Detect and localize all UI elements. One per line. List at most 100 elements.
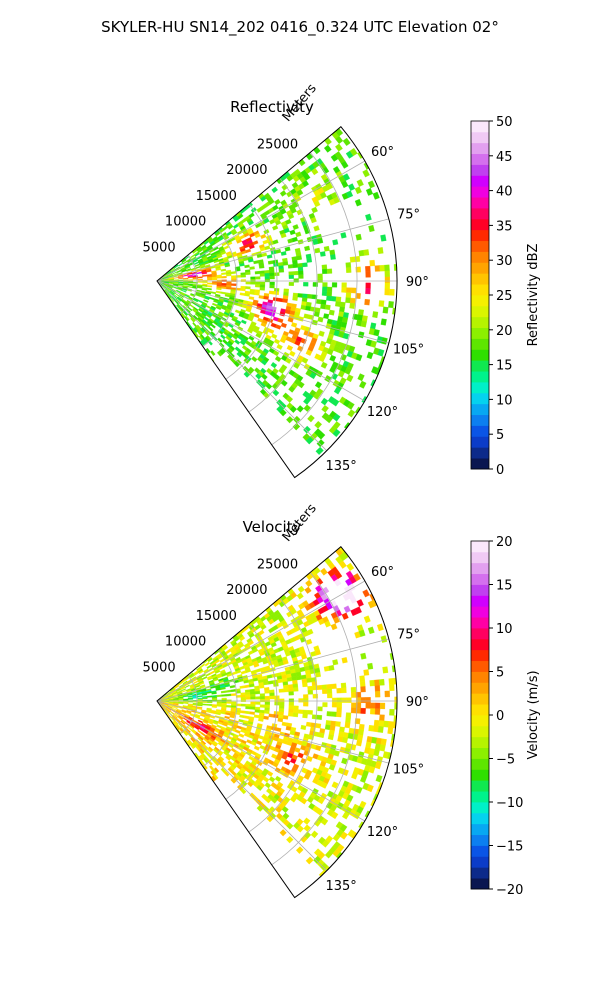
echo-cell: [369, 259, 376, 267]
echo-cell: [277, 678, 283, 684]
echo-cell: [323, 245, 330, 252]
echo-cell: [379, 714, 385, 722]
echo-cell: [351, 692, 357, 698]
echo-cell: [318, 330, 325, 337]
echo-cell: [259, 273, 266, 277]
colorbar-segment: [471, 218, 489, 231]
echo-cell: [310, 216, 317, 224]
echo-cell: [216, 276, 222, 279]
echo-cell: [224, 715, 230, 720]
echo-cell: [251, 356, 258, 363]
echo-cell: [317, 273, 323, 279]
echo-cell: [339, 306, 345, 313]
colorbar-segment: [471, 606, 489, 618]
echo-cell: [330, 254, 336, 260]
range-tick-label: 5000: [143, 660, 176, 675]
echo-cell: [298, 158, 306, 167]
colorbar-segment: [471, 240, 489, 252]
echo-cell: [292, 292, 299, 298]
colorbar-segment: [471, 164, 489, 176]
echo-cell: [266, 674, 273, 679]
echo-cell: [294, 747, 301, 753]
echo-cell: [280, 379, 288, 387]
echo-cell: [289, 405, 298, 413]
echo-cell: [384, 276, 390, 284]
echo-cell: [210, 291, 217, 295]
echo-cell: [340, 682, 347, 689]
echo-cell: [288, 702, 294, 706]
echo-cell: [297, 752, 304, 759]
echo-cell: [340, 831, 348, 840]
echo-cell: [183, 277, 189, 280]
colorbar-segment: [471, 660, 489, 672]
echo-cell: [345, 262, 352, 268]
sector-outline: [156, 126, 398, 479]
echo-cell: [253, 745, 260, 751]
echo-cell: [305, 436, 314, 445]
echo-cell: [315, 723, 322, 729]
echo-cell: [255, 332, 262, 339]
colorbar-segment: [471, 229, 489, 242]
echo-cell: [297, 262, 303, 268]
echo-cell: [292, 296, 298, 301]
echo-cell: [311, 167, 319, 176]
echo-cell: [211, 691, 217, 695]
echo-cell: [264, 270, 270, 274]
colorbar-segment: [471, 595, 489, 607]
echo-cell: [350, 287, 357, 294]
echo-cell: [230, 693, 237, 696]
colorbar-segment: [471, 823, 489, 836]
colorbar-tick-label: 40: [496, 185, 513, 200]
range-tick-label: 25000: [257, 557, 298, 572]
colorbar-segment: [471, 425, 489, 437]
echo-cell: [202, 281, 208, 283]
echo-cell: [297, 709, 304, 714]
echo-cell: [289, 770, 296, 777]
colorbar-segment: [471, 175, 489, 187]
echo-cell: [210, 323, 216, 329]
azimuth-tick-label: 135°: [325, 459, 356, 474]
echo-cell: [250, 706, 256, 710]
echo-cell: [247, 640, 254, 646]
echo-cell: [211, 282, 218, 285]
echo-cell: [267, 260, 274, 265]
echo-cell: [258, 717, 264, 722]
echo-cell: [319, 251, 326, 257]
colorbar-segment: [471, 573, 489, 585]
range-ring: [179, 675, 198, 735]
echo-cell: [321, 839, 330, 848]
echo-cell: [220, 690, 227, 694]
echo-cell: [275, 727, 282, 732]
colorbar-segment: [471, 414, 489, 426]
echo-cell: [240, 710, 246, 714]
echo-cell: [277, 297, 284, 303]
echo-cell: [271, 333, 278, 340]
colorbar-segment: [471, 682, 489, 694]
range-tick-label: 15000: [196, 189, 237, 204]
echo-cell: [260, 698, 266, 703]
echo-cell: [380, 318, 387, 326]
echo-cell: [362, 169, 370, 178]
echo-cell: [274, 198, 281, 206]
echo-cell: [244, 293, 250, 297]
echo-cell: [280, 251, 287, 256]
echo-cell: [370, 702, 376, 709]
echo-cell: [379, 678, 385, 686]
echo-cell: [277, 318, 284, 324]
azimuth-tick-label: 75°: [397, 208, 420, 223]
echo-cell: [245, 696, 251, 700]
azimuth-gridline: [156, 700, 389, 764]
echo-cell: [332, 239, 339, 246]
echo-cell: [264, 690, 270, 694]
echo-cell: [275, 324, 282, 330]
echo-cell: [283, 684, 289, 689]
colorbar-tick-label: 45: [496, 150, 513, 165]
echo-cell: [307, 294, 313, 299]
echo-cell: [289, 795, 297, 803]
echo-cell: [374, 708, 381, 715]
echo-cell: [181, 289, 187, 293]
echo-cell: [355, 786, 363, 794]
echo-cell: [234, 309, 241, 314]
echo-cell: [288, 691, 294, 696]
echo-cell: [314, 247, 321, 254]
